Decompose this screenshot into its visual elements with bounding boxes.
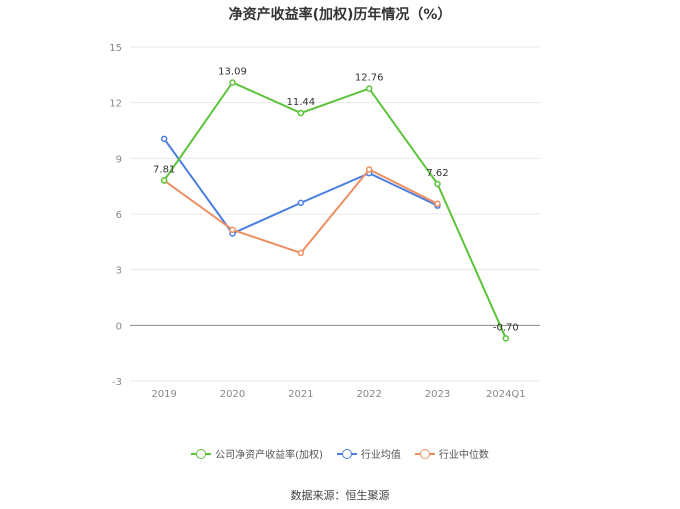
- data-point: [160, 135, 168, 143]
- y-tick-label: 3: [116, 266, 122, 277]
- x-tick-label: 2023: [425, 389, 450, 400]
- legend-swatch-icon: [336, 448, 357, 460]
- x-tick-label: 2019: [151, 389, 176, 400]
- y-tick-label: -3: [112, 377, 122, 388]
- data-point: [297, 199, 305, 207]
- data-point: [365, 166, 373, 173]
- legend-swatch-icon: [414, 448, 435, 460]
- x-tick-label: 2021: [288, 389, 313, 400]
- data-point: [229, 226, 236, 234]
- source-note: 数据来源：恒生聚源: [290, 489, 390, 502]
- data-point: [297, 109, 305, 117]
- series-line: [163, 81, 507, 339]
- data-label: 13.09: [218, 66, 247, 77]
- legend-label: 公司净资产收益率(加权): [215, 450, 323, 461]
- legend-item[interactable]: 行业均值: [336, 446, 401, 461]
- data-label: -0.70: [493, 322, 519, 333]
- y-tick-label: 15: [109, 43, 122, 54]
- chart-title: 净资产收益率(加权)历年情况（%）: [228, 7, 452, 23]
- legend-item[interactable]: 行业中位数: [414, 446, 489, 461]
- data-label: 12.76: [355, 73, 384, 84]
- data-point: [297, 249, 305, 257]
- y-tick-label: 12: [109, 99, 122, 110]
- x-tick-label: 2020: [220, 389, 245, 400]
- data-point: [434, 200, 441, 208]
- legend-label: 行业均值: [360, 450, 401, 461]
- legend-label: 行业中位数: [438, 450, 489, 461]
- data-point: [502, 335, 510, 342]
- y-tick-label: 6: [116, 210, 122, 221]
- y-tick-label: 9: [116, 154, 122, 165]
- data-point: [160, 177, 168, 184]
- y-tick-label: 0: [116, 321, 122, 332]
- series-line: [163, 168, 438, 255]
- data-point: [229, 79, 236, 86]
- legend-swatch-icon: [191, 448, 212, 460]
- data-point: [434, 180, 441, 188]
- x-tick-label: 2024Q1: [486, 389, 526, 400]
- data-point: [365, 85, 373, 92]
- data-label: 11.44: [287, 97, 316, 108]
- series-line: [163, 138, 438, 235]
- x-tick-label: 2022: [356, 389, 381, 400]
- data-label: 7.62: [426, 168, 448, 179]
- legend: 公司净资产收益率(加权) 行业均值 行业中位数: [0, 446, 680, 461]
- data-label: 7.81: [153, 164, 175, 175]
- legend-item[interactable]: 公司净资产收益率(加权): [191, 446, 323, 461]
